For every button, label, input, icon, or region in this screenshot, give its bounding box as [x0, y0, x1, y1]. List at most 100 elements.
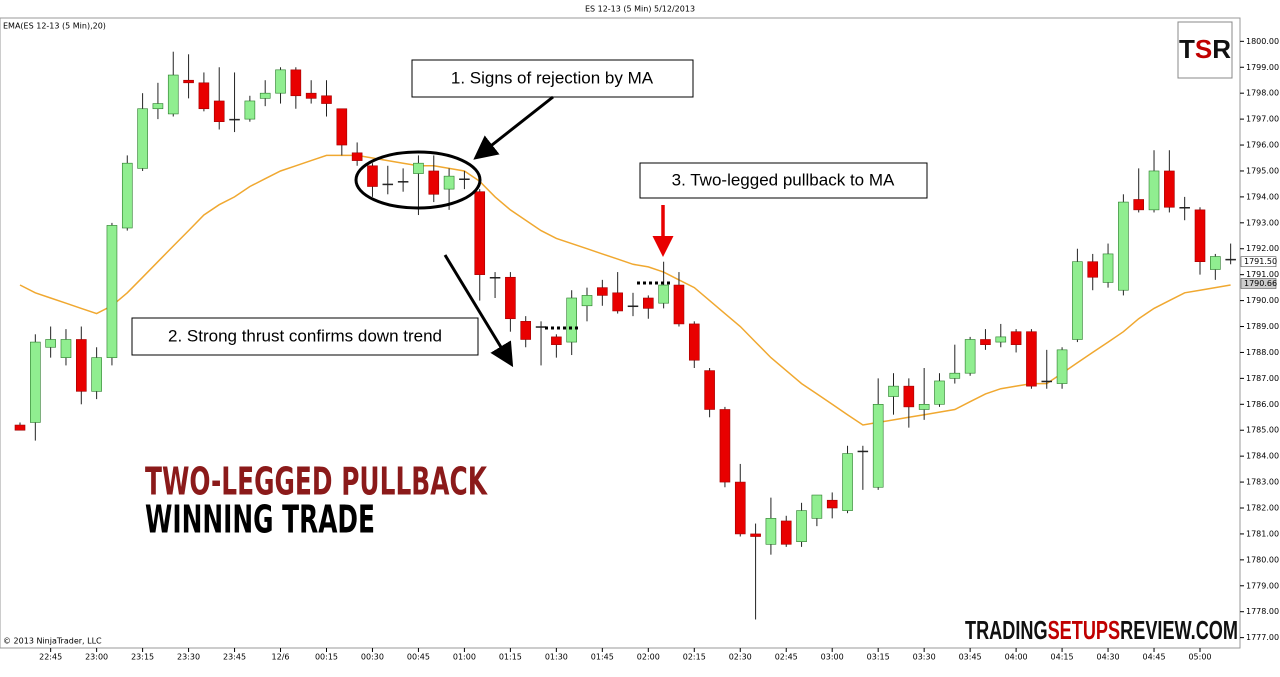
- price-marker-label: 1790.66: [1244, 279, 1277, 288]
- y-tick-label: 1792.00: [1246, 244, 1279, 253]
- x-tick-label: 22:45: [39, 653, 62, 662]
- candle-body: [1194, 209, 1206, 263]
- candle-body: [14, 424, 26, 431]
- y-tick-label: 1777.00: [1246, 633, 1279, 642]
- candle-body: [949, 372, 961, 379]
- candle-body: [673, 284, 685, 325]
- candle-body: [704, 370, 715, 410]
- candle-body: [1026, 331, 1037, 387]
- candle-body: [581, 295, 593, 307]
- candle-body: [535, 326, 547, 328]
- y-tick-label: 1795.00: [1246, 166, 1279, 175]
- candle-body: [658, 284, 669, 304]
- x-tick-label: 23:30: [177, 653, 200, 662]
- x-tick-label: 00:45: [407, 653, 430, 662]
- candle-body: [198, 82, 210, 110]
- candle-body: [612, 292, 623, 312]
- candle-body: [1010, 331, 1022, 345]
- x-tick-label: 04:30: [1097, 653, 1120, 662]
- candle-body: [842, 453, 853, 511]
- indicator-label: EMA(ES 12-13 (5 Min),20): [3, 22, 106, 31]
- candle-body: [259, 92, 271, 99]
- candle-body: [780, 520, 792, 545]
- candle-body: [1072, 261, 1083, 340]
- candle-body: [30, 341, 41, 423]
- y-tick-label: 1778.00: [1246, 607, 1279, 616]
- candle-body: [934, 380, 945, 405]
- x-tick-label: 01:00: [453, 653, 476, 662]
- candle-body: [413, 162, 424, 174]
- candle-body: [903, 385, 915, 408]
- candle-body: [397, 181, 409, 183]
- site-name: TRADINGSETUPSREVIEW.COM: [965, 615, 1238, 645]
- headline: WINNING TRADE: [145, 498, 375, 542]
- candle-body: [459, 178, 470, 180]
- candle-body: [443, 175, 455, 190]
- candle-body: [796, 510, 807, 543]
- candle-body: [137, 108, 148, 169]
- candle-body: [872, 403, 884, 488]
- candle-body: [643, 297, 654, 309]
- y-tick-label: 1781.00: [1246, 529, 1279, 538]
- candle-body: [351, 152, 363, 161]
- candle-body: [428, 170, 440, 195]
- logo-letter: S: [1195, 34, 1212, 64]
- x-tick-label: 02:30: [729, 653, 752, 662]
- candle-body: [750, 533, 761, 537]
- candle-body: [765, 518, 777, 545]
- site-part: REVIEW.COM: [1120, 615, 1238, 645]
- price-marker: [1240, 256, 1277, 268]
- logo-letter: T: [1179, 34, 1195, 64]
- y-tick-label: 1787.00: [1246, 374, 1279, 383]
- x-tick-label: 23:15: [131, 653, 154, 662]
- candle-body: [734, 481, 746, 535]
- candle-body: [244, 100, 256, 120]
- y-tick-label: 1791.00: [1246, 270, 1279, 279]
- candle-body: [290, 69, 302, 97]
- y-tick-label: 1788.00: [1246, 348, 1279, 357]
- candle-body: [826, 499, 838, 509]
- candle-body: [305, 92, 317, 99]
- x-tick-label: 03:15: [867, 653, 890, 662]
- chart-title: ES 12-13 (5 Min) 5/12/2013: [585, 5, 695, 14]
- candle-body: [918, 403, 930, 410]
- marks: [14, 51, 1236, 620]
- candle-body: [489, 277, 501, 279]
- logo: TSR: [1179, 34, 1231, 64]
- arrow: [473, 95, 554, 160]
- y-tick-label: 1785.00: [1246, 426, 1279, 435]
- y-tick-label: 1782.00: [1246, 504, 1279, 513]
- x-tick-label: 03:00: [821, 653, 844, 662]
- site-part: SETUPS: [1048, 615, 1121, 645]
- y-tick-label: 1790.00: [1246, 296, 1279, 305]
- x-tick-label: 00:30: [361, 653, 384, 662]
- x-tick-label: 02:45: [775, 653, 798, 662]
- candle-body: [551, 336, 562, 345]
- x-tick-label: 02:00: [637, 653, 660, 662]
- candle-body: [811, 494, 823, 519]
- candle-body: [336, 108, 348, 146]
- y-tick-label: 1789.00: [1246, 322, 1279, 331]
- copyright: © 2013 NinjaTrader, LLC: [3, 637, 102, 646]
- candle-body: [275, 69, 286, 94]
- y-tick-label: 1779.00: [1246, 581, 1279, 590]
- x-tick-label: 04:15: [1051, 653, 1074, 662]
- candle-body: [91, 357, 102, 392]
- y-tick-label: 1796.00: [1246, 141, 1279, 150]
- candle-body: [995, 336, 1007, 343]
- candle-body: [888, 385, 899, 397]
- candle-body: [627, 305, 639, 308]
- y-tick-label: 1799.00: [1246, 63, 1279, 72]
- candle-body: [60, 339, 72, 358]
- price-marker: [1240, 278, 1277, 289]
- candle-body: [152, 103, 164, 110]
- candle-body: [382, 183, 394, 186]
- y-tick-label: 1794.00: [1246, 192, 1279, 201]
- y-tick-label: 1793.00: [1246, 218, 1279, 227]
- candle-body: [1041, 380, 1053, 383]
- candle-body: [980, 339, 991, 345]
- candle-body: [183, 79, 194, 84]
- candle-body: [321, 95, 332, 104]
- candle-body: [474, 191, 486, 275]
- x-tick-label: 01:30: [545, 653, 568, 662]
